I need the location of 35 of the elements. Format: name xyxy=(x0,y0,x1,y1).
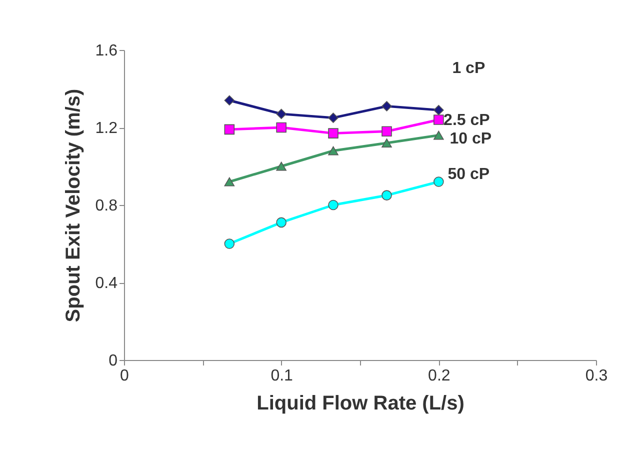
y-tick-label: 1.6 xyxy=(95,42,118,60)
x-tick-label: 0.3 xyxy=(585,368,608,384)
series-label: 10 cP xyxy=(450,130,492,148)
point xyxy=(276,108,286,120)
point xyxy=(276,122,286,133)
point xyxy=(276,217,286,228)
x-tick-label: 0.2 xyxy=(428,368,450,384)
x-axis-title: Liquid Flow Rate (L/s) xyxy=(256,392,464,414)
point xyxy=(382,138,392,148)
y-tick-label: 0.8 xyxy=(95,198,118,214)
point xyxy=(434,130,444,140)
y-tick-label: 1.2 xyxy=(95,120,118,137)
y-tick-label: 0.4 xyxy=(95,275,118,292)
point xyxy=(328,146,338,156)
point xyxy=(276,162,286,171)
x-tick-label: 0 xyxy=(120,368,130,384)
series-label: 1 cP xyxy=(452,60,486,78)
point xyxy=(434,176,444,187)
point xyxy=(224,177,235,186)
series-label: 50 cP xyxy=(448,166,490,183)
point xyxy=(328,128,338,138)
point xyxy=(382,126,392,137)
point xyxy=(328,200,338,210)
point xyxy=(224,124,235,135)
point xyxy=(224,238,235,249)
point xyxy=(382,101,392,112)
point xyxy=(434,104,444,116)
series-label: 2.5 cP xyxy=(444,112,490,129)
point xyxy=(328,112,338,123)
y-axis-title: Spout Exit Velocity (m/s) xyxy=(62,88,84,322)
point xyxy=(224,95,235,106)
point xyxy=(382,190,392,200)
y-tick-label: 0 xyxy=(108,352,118,370)
x-tick-label: 0.1 xyxy=(270,368,294,384)
point xyxy=(434,114,444,125)
